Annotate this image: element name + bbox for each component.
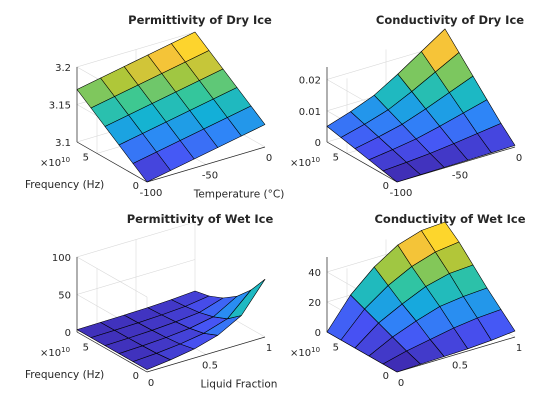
y-tick-label: 5 (83, 342, 89, 353)
y-tick-label: 0 (383, 371, 389, 382)
y-exponent-label: ×1010 (290, 156, 320, 169)
plot-title: Conductivity of Dry Ice (376, 13, 524, 27)
y-tick-label: 0 (133, 371, 139, 382)
x-tick-label: 0.5 (452, 361, 468, 372)
x-tick-label: 0 (516, 153, 522, 164)
z-tick-label: 3.2 (55, 63, 71, 74)
axis-box (76, 257, 266, 373)
tick-labels: 0 0.01 0.02 -100 -50 0 0 5 ×1010 (290, 76, 522, 200)
plot-title: Permittivity of Dry Ice (128, 13, 272, 27)
tick-labels: 0 50 100 0 0.5 1 0 5 ×1010 (40, 253, 272, 389)
plot-title: Permittivity of Wet Ice (127, 212, 274, 226)
z-tick-label: 3.1 (55, 138, 71, 149)
surface-plot-1: 3.1 3.15 3.2 -100 -50 0 0 5 ×1010 Permittivity of… (25, 13, 284, 201)
surface-mesh (326, 221, 516, 373)
tick-labels: 0 20 40 0 0.5 1 0 5 ×1010 (290, 268, 522, 389)
z-tick-label: 20 (308, 298, 321, 309)
x-tick-label: -50 (452, 171, 468, 182)
z-tick-label: 3.15 (49, 101, 71, 112)
y-axis-label: Frequency (Hz) (25, 369, 104, 381)
surface-face (477, 123, 516, 154)
y-tick-label: 0 (133, 181, 139, 192)
z-tick-label: 0 (315, 138, 321, 149)
y-exponent-label: ×1010 (40, 156, 70, 169)
surface-mesh (76, 31, 266, 183)
x-tick-label: 0 (398, 378, 404, 389)
surface-plot-2: 0 0.01 0.02 -100 -50 0 0 5 ×1010 Conductivity of … (290, 13, 524, 199)
x-tick-label: -100 (390, 188, 413, 199)
x-axis-label: Temperature (°C) (193, 189, 285, 201)
axis-box (76, 67, 266, 183)
y-tick-label: 5 (83, 152, 89, 163)
surface-face (477, 309, 516, 341)
z-tick-label: 0.01 (299, 107, 321, 118)
x-tick-label: 0 (148, 378, 154, 389)
x-tick-label: -50 (202, 171, 218, 182)
surface-plot-3: 0 50 100 0 0.5 1 0 5 ×1010 Permittivity of Wet Ic… (25, 212, 277, 391)
surface-mesh (76, 278, 266, 370)
x-axis-label: Liquid Fraction (201, 379, 278, 391)
tick-labels: 3.1 3.15 3.2 -100 -50 0 0 5 ×1010 (40, 63, 272, 199)
surface-face (227, 278, 266, 320)
x-tick-label: 0 (266, 153, 272, 164)
x-tick-label: 1 (266, 343, 272, 354)
x-tick-label: 1 (516, 343, 522, 354)
surface-mesh (326, 28, 516, 183)
y-tick-label: 0 (383, 181, 389, 192)
x-tick-label: 0.5 (202, 361, 218, 372)
y-axis-label: Frequency (Hz) (25, 179, 104, 191)
z-tick-label: 0.02 (299, 76, 321, 87)
y-tick-label: 5 (333, 342, 339, 353)
surface-plot-4: 0 20 40 0 0.5 1 0 5 ×1010 Conductivity of Wet Ice (290, 212, 526, 389)
z-tick-label: 0 (315, 328, 321, 339)
surface-face (227, 105, 266, 137)
z-tick-label: 40 (308, 268, 321, 279)
y-exponent-label: ×1010 (290, 346, 320, 359)
z-tick-label: 50 (58, 291, 71, 302)
y-tick-label: 5 (333, 152, 339, 163)
z-tick-label: 100 (52, 253, 71, 264)
plot-title: Conductivity of Wet Ice (374, 212, 525, 226)
x-tick-label: -100 (140, 188, 163, 199)
z-tick-label: 0 (65, 328, 71, 339)
y-exponent-label: ×1010 (40, 346, 70, 359)
